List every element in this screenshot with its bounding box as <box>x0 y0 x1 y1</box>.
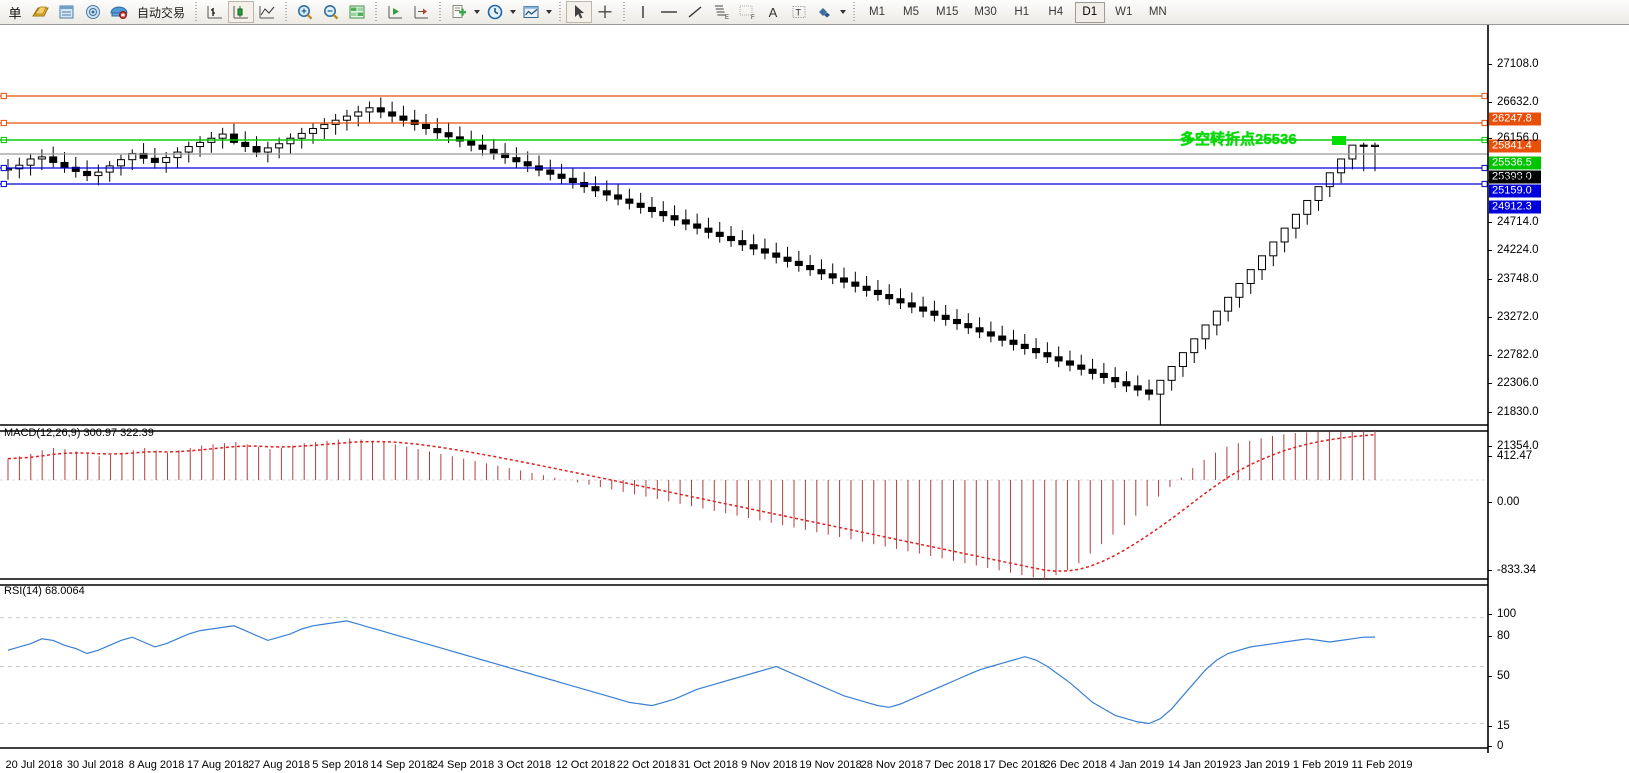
x-axis-tick-11: 31 Oct 2018 <box>678 759 738 771</box>
gold-bars-icon[interactable] <box>28 1 54 23</box>
indicators-dropdown-caret[interactable] <box>544 1 554 23</box>
timeframe-h1[interactable]: H1 <box>1014 6 1030 18</box>
chart-shift-icon[interactable] <box>408 1 434 23</box>
timeframe-m15[interactable]: M15 <box>936 6 959 18</box>
candlestick-chart-icon[interactable] <box>228 1 255 23</box>
x-axis-tick-18: 4 Jan 2019 <box>1109 759 1165 771</box>
x-axis-tick-4: 27 Aug 2018 <box>248 759 310 771</box>
svg-text:F: F <box>751 15 755 21</box>
x-axis-tick-12: 9 Nov 2018 <box>741 759 798 771</box>
timeframe-m1[interactable]: M1 <box>869 6 885 18</box>
crosshair-icon[interactable] <box>592 1 618 23</box>
objects-dropdown-caret[interactable] <box>838 1 848 23</box>
timeframe-w1[interactable]: W1 <box>1115 6 1133 18</box>
indicators-icon[interactable] <box>518 1 544 23</box>
chart-annotation-marker[interactable] <box>1332 136 1346 145</box>
periods-dropdown-caret[interactable] <box>508 1 518 23</box>
x-axis-tick-22: 11 Feb 2019 <box>1351 759 1413 771</box>
text-label-icon[interactable]: T <box>786 1 812 23</box>
x-axis-tick-13: 19 Nov 2018 <box>799 759 862 771</box>
text-icon[interactable]: A <box>768 4 778 20</box>
fibonacci-icon[interactable]: E <box>708 1 734 23</box>
chart-annotation-text[interactable]: 多空转折点25536 <box>1180 131 1297 148</box>
x-axis-tick-9: 12 Oct 2018 <box>555 759 616 771</box>
x-axis-tick-6: 14 Sep 2018 <box>370 759 433 771</box>
toolbar-separator <box>621 2 628 22</box>
horizontal-line-icon[interactable] <box>656 1 682 23</box>
x-axis-tick-5: 5 Sep 2018 <box>312 759 369 771</box>
timeframe-m5[interactable]: M5 <box>903 6 919 18</box>
new-order-icon[interactable]: 单 <box>8 5 22 21</box>
trendline-icon[interactable] <box>682 1 708 23</box>
x-axis-labels: 20 Jul 2018 30 Jul 2018 8 Aug 2018 17 Aug 2… <box>0 753 1629 773</box>
toolbar-separator <box>437 2 444 22</box>
x-axis-tick-19: 14 Jan 2019 <box>1167 759 1229 771</box>
x-axis-tick-0: 20 Jul 2018 <box>5 759 63 771</box>
autotrade-button[interactable]: 自动交易 <box>137 5 186 20</box>
toolbar-separator <box>373 2 380 22</box>
x-axis-tick-7: 24 Sep 2018 <box>431 759 495 771</box>
line-chart-icon[interactable] <box>254 1 280 23</box>
svg-text:T: T <box>796 8 802 18</box>
toolbar-separator <box>557 2 564 22</box>
svg-text:E: E <box>725 15 729 21</box>
timeframe-group: M1 M5 M15 M30 H1 H4 D1 W1 MN <box>860 1 1175 23</box>
templates-dropdown-caret[interactable] <box>472 1 482 23</box>
timeframe-mn[interactable]: MN <box>1148 6 1167 18</box>
x-axis-tick-3: 17 Aug 2018 <box>186 759 249 771</box>
timeframe-h4[interactable]: H4 <box>1048 6 1064 18</box>
zoom-in-icon[interactable] <box>292 1 318 23</box>
x-axis-tick-10: 22 Oct 2018 <box>616 759 677 771</box>
x-axis-tick-15: 7 Dec 2018 <box>924 759 982 771</box>
rsi-indicator-label: RSI(14) 68.0064 <box>4 585 85 597</box>
x-axis-tick-20: 23 Jan 2019 <box>1229 759 1290 771</box>
x-axis-tick-21: 1 Feb 2019 <box>1292 759 1349 771</box>
zoom-out-icon[interactable] <box>318 1 344 23</box>
x-axis-tick-17: 26 Dec 2018 <box>1044 759 1107 771</box>
objects-icon[interactable] <box>812 1 838 23</box>
main-toolbar: 单 <box>0 0 1629 25</box>
signal-icon[interactable] <box>80 1 106 23</box>
auto-scroll-icon[interactable] <box>382 1 408 23</box>
vertical-line-icon[interactable] <box>630 1 656 23</box>
channel-icon[interactable]: F <box>734 1 760 23</box>
x-axis-tick-14: 28 Nov 2018 <box>860 759 924 771</box>
toolbar-separator <box>851 2 858 22</box>
macd-indicator-label: MACD(12,26,9) 300.97 322.39 <box>4 427 154 439</box>
market-icon[interactable] <box>106 1 132 23</box>
chart-canvas[interactable] <box>0 25 1629 773</box>
toolbar-separator <box>283 2 290 22</box>
x-axis-tick-16: 17 Dec 2018 <box>983 759 1046 771</box>
toolbar-separator <box>193 2 200 22</box>
timeframe-m30[interactable]: M30 <box>974 6 997 18</box>
data-window-icon[interactable] <box>54 1 80 23</box>
x-axis-tick-1: 30 Jul 2018 <box>66 759 124 771</box>
cursor-icon[interactable] <box>566 1 593 23</box>
templates-icon[interactable] <box>446 1 472 23</box>
x-axis-tick-2: 8 Aug 2018 <box>128 759 185 771</box>
periods-icon[interactable] <box>482 1 508 23</box>
bar-chart-icon[interactable] <box>202 1 228 23</box>
chart-grid-icon[interactable] <box>344 1 370 23</box>
timeframe-d1[interactable]: D1 <box>1074 1 1105 23</box>
x-axis-tick-8: 3 Oct 2018 <box>497 759 552 771</box>
